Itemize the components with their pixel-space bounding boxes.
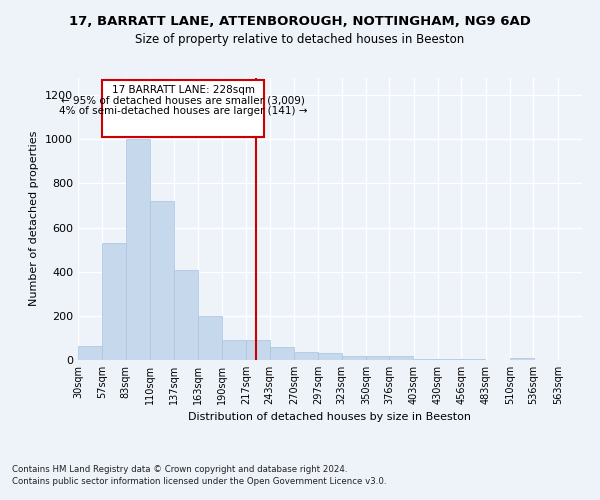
Text: Distribution of detached houses by size in Beeston: Distribution of detached houses by size …	[188, 412, 472, 422]
Bar	[461, 359, 485, 360]
FancyBboxPatch shape	[103, 80, 265, 137]
Bar	[150, 201, 174, 360]
Text: Size of property relative to detached houses in Beeston: Size of property relative to detached ho…	[136, 32, 464, 46]
Bar	[222, 340, 246, 360]
Text: 17, BARRATT LANE, ATTENBOROUGH, NOTTINGHAM, NG9 6AD: 17, BARRATT LANE, ATTENBOROUGH, NOTTINGH…	[69, 15, 531, 28]
Bar	[510, 358, 534, 360]
Text: ← 95% of detached houses are smaller (3,009): ← 95% of detached houses are smaller (3,…	[61, 95, 305, 105]
Bar	[319, 352, 342, 360]
Bar	[126, 140, 149, 360]
Bar	[294, 352, 318, 360]
Bar	[78, 346, 102, 360]
Bar	[342, 356, 365, 360]
Bar	[438, 359, 462, 360]
Bar	[175, 270, 198, 360]
Bar	[247, 340, 270, 360]
Bar	[366, 356, 390, 360]
Text: 4% of semi-detached houses are larger (141) →: 4% of semi-detached houses are larger (1…	[59, 106, 308, 116]
Y-axis label: Number of detached properties: Number of detached properties	[29, 131, 40, 306]
Bar	[414, 359, 437, 360]
Bar	[389, 356, 413, 360]
Text: Contains HM Land Registry data © Crown copyright and database right 2024.: Contains HM Land Registry data © Crown c…	[12, 465, 347, 474]
Text: Contains public sector information licensed under the Open Government Licence v3: Contains public sector information licen…	[12, 478, 386, 486]
Bar	[198, 316, 221, 360]
Bar	[103, 243, 126, 360]
Text: 17 BARRATT LANE: 228sqm: 17 BARRATT LANE: 228sqm	[112, 84, 255, 94]
Bar	[270, 347, 293, 360]
